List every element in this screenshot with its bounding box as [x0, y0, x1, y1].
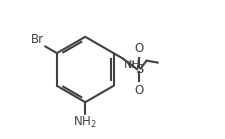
Text: Br: Br [31, 33, 45, 46]
Text: NH$_2$: NH$_2$ [73, 114, 97, 130]
Text: O: O [135, 84, 144, 97]
Text: H: H [127, 61, 134, 70]
Text: S: S [135, 63, 143, 76]
Text: O: O [135, 42, 144, 55]
Text: NH: NH [124, 60, 141, 70]
